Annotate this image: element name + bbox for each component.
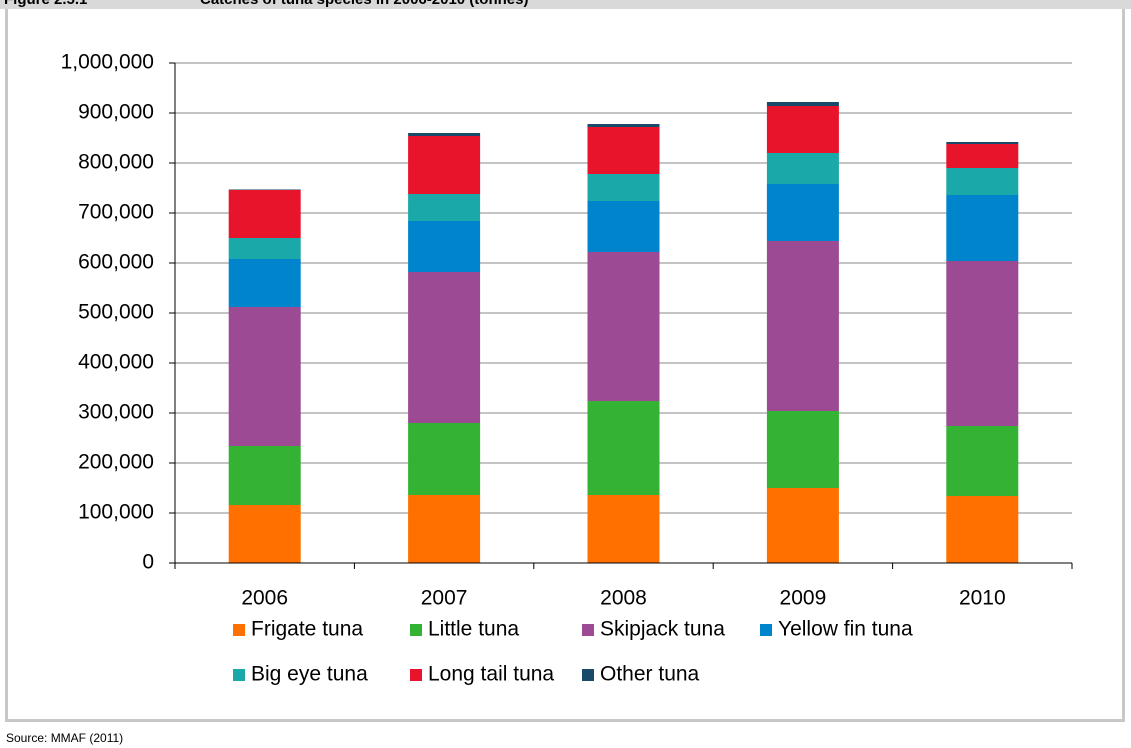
- bar-segment: [946, 426, 1019, 496]
- bar-segment: [766, 241, 839, 411]
- figure-header: Figure 2.5.1 Catches of tuna species in …: [0, 0, 1131, 9]
- y-tick-label: 200,000: [78, 451, 154, 474]
- figure-label: Figure 2.5.1: [4, 0, 87, 8]
- bar-segment: [228, 307, 301, 446]
- y-tick-label: 0: [142, 551, 154, 574]
- bar-segment: [408, 133, 481, 136]
- y-tick-label: 100,000: [78, 501, 154, 524]
- chart: 0 100,000 200,000 300,000 400,000 500,000 600,…: [61, 51, 1073, 686]
- bar-segment: [228, 190, 301, 238]
- bar-segment: [587, 201, 660, 252]
- bar-segment: [946, 144, 1019, 168]
- figure-title: Catches of tuna species in 2006-2010 (to…: [200, 0, 528, 8]
- bar-segment: [408, 136, 481, 194]
- bar-segment: [228, 446, 301, 505]
- bar-segment: [587, 127, 660, 174]
- bar-segment: [228, 505, 301, 563]
- legend-label: Frigate tuna: [251, 618, 363, 641]
- legend-swatch: [760, 624, 772, 636]
- bar-segment: [766, 106, 839, 153]
- x-tick-label: 2008: [600, 587, 647, 610]
- bar-segment: [946, 142, 1019, 144]
- bar-segment: [587, 401, 660, 495]
- bar-segment: [766, 411, 839, 488]
- x-tick-label: 2009: [780, 587, 827, 610]
- legend-label: Skipjack tuna: [600, 618, 725, 641]
- legend-label: Long tail tuna: [428, 663, 554, 686]
- y-tick-label: 300,000: [78, 401, 154, 424]
- bar-segment: [587, 252, 660, 401]
- bar-segment: [408, 495, 481, 563]
- figure-frame: [5, 9, 1125, 722]
- y-tick-label: 800,000: [78, 151, 154, 174]
- bar-segment: [587, 495, 660, 563]
- bar-segment: [766, 184, 839, 241]
- y-tick-label: 900,000: [78, 101, 154, 124]
- legend-swatch: [582, 624, 594, 636]
- legend-swatch: [410, 669, 422, 681]
- bar-segment: [228, 189, 301, 190]
- bar-segment: [766, 102, 839, 106]
- bar-segment: [408, 423, 481, 495]
- bar-segment: [946, 496, 1019, 563]
- legend-label: Big eye tuna: [251, 663, 368, 686]
- x-tick-label: 2007: [421, 587, 468, 610]
- bar-segment: [228, 238, 301, 259]
- legend-swatch: [233, 669, 245, 681]
- legend-swatch: [582, 669, 594, 681]
- bar-segment: [946, 261, 1019, 426]
- legend-swatch: [410, 624, 422, 636]
- legend-label: Yellow fin tuna: [778, 618, 913, 641]
- y-tick-label: 1,000,000: [61, 51, 154, 74]
- bar-segment: [946, 168, 1019, 195]
- x-tick-label: 2006: [241, 587, 288, 610]
- y-tick-label: 600,000: [78, 251, 154, 274]
- bar-segment: [587, 124, 660, 127]
- bar-segment: [228, 259, 301, 307]
- x-tick-label: 2010: [959, 587, 1006, 610]
- legend-label: Other tuna: [600, 663, 700, 686]
- bar-segment: [766, 488, 839, 563]
- legend-swatch: [233, 624, 245, 636]
- bar-segment: [587, 174, 660, 201]
- legend-label: Little tuna: [428, 618, 519, 641]
- bar-segment: [766, 153, 839, 184]
- bar-segment: [408, 221, 481, 272]
- bar-segment: [946, 195, 1019, 261]
- bar-segment: [408, 272, 481, 423]
- y-tick-label: 500,000: [78, 301, 154, 324]
- y-tick-label: 700,000: [78, 201, 154, 224]
- bar-segment: [408, 194, 481, 221]
- y-tick-label: 400,000: [78, 351, 154, 374]
- source-note: Source: MMAF (2011): [6, 731, 124, 745]
